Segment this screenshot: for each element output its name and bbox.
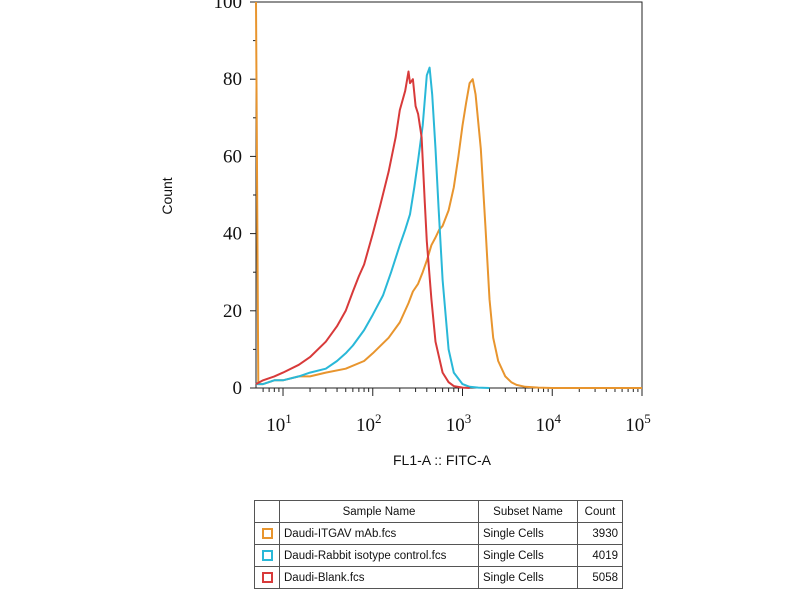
histogram-chart: 0 20 40 60 80 100 101 102 103 104 105 Count FL1-A…: [159, 0, 651, 468]
legend-header-sample: Sample Name: [279, 500, 479, 523]
y-axis-label: Count: [159, 177, 175, 214]
legend-swatch-icon: [261, 549, 273, 561]
x-tick-label: 105: [625, 411, 651, 436]
legend-table: Sample Name Subset Name Count Daudi-ITGA…: [254, 500, 623, 589]
legend-swatch-icon: [261, 527, 273, 539]
legend-header-subset: Subset Name: [478, 500, 578, 523]
y-axis: 0 20 40 60 80 100: [214, 0, 256, 399]
legend-count: 5058: [577, 566, 623, 589]
x-tick-label: 102: [356, 411, 382, 436]
legend-sample-name: Daudi-Blank.fcs: [279, 566, 479, 589]
legend-sample-name: Daudi-Rabbit isotype control.fcs: [279, 544, 479, 567]
legend-row: Daudi-Blank.fcs Single Cells 5058: [254, 566, 623, 589]
legend-row: Daudi-Rabbit isotype control.fcs Single …: [254, 544, 623, 567]
legend-subset-name: Single Cells: [478, 566, 578, 589]
y-tick-label: 60: [223, 146, 242, 167]
y-tick-label: 100: [214, 0, 243, 13]
legend-swatch-cell: [254, 544, 280, 567]
series-line: [255, 70, 470, 389]
plot-frame: [255, 1, 643, 389]
legend-subset-name: Single Cells: [478, 522, 578, 545]
x-tick-label: 104: [536, 411, 562, 436]
legend-subset-name: Single Cells: [478, 544, 578, 567]
y-tick-label: 0: [233, 378, 243, 399]
y-tick-label: 20: [223, 301, 242, 322]
y-tick-label: 40: [223, 224, 242, 245]
x-axis-label: FL1-A :: FITC-A: [393, 452, 492, 468]
series-line: [256, 66, 490, 389]
y-tick-label: 80: [223, 69, 242, 90]
legend-sample-name: Daudi-ITGAV mAb.fcs: [279, 522, 479, 545]
legend-header-row: Sample Name Subset Name Count: [254, 500, 623, 523]
x-axis: 101 102 103 104 105: [262, 388, 651, 436]
legend-swatch-icon: [261, 571, 273, 583]
series-curves: [255, 1, 642, 389]
legend-header-swatch: [254, 500, 280, 523]
legend-count: 4019: [577, 544, 623, 567]
legend-header-count: Count: [577, 500, 623, 523]
x-tick-label: 101: [266, 411, 292, 436]
legend-count: 3930: [577, 522, 623, 545]
legend-row: Daudi-ITGAV mAb.fcs Single Cells 3930: [254, 522, 623, 545]
x-tick-label: 103: [446, 411, 472, 436]
legend-swatch-cell: [254, 522, 280, 545]
series-line: [255, 1, 642, 389]
legend-swatch-cell: [254, 566, 280, 589]
